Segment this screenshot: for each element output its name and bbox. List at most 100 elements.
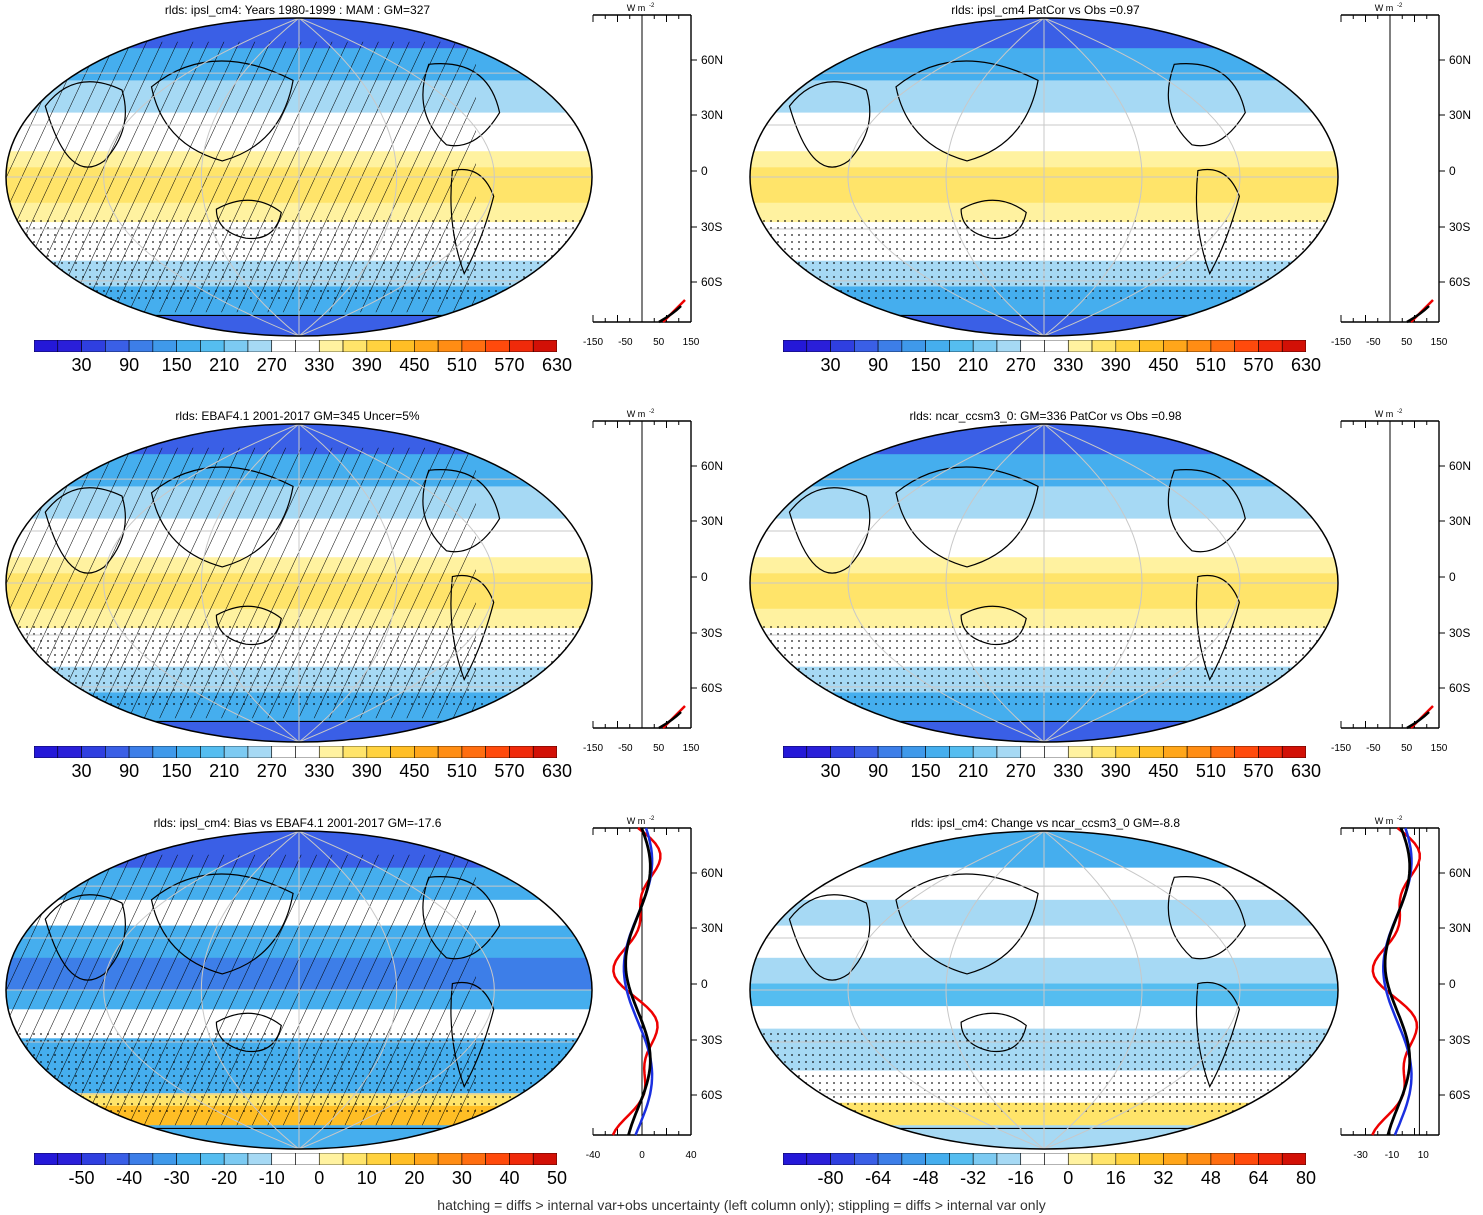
colorbar-5 (34, 1153, 557, 1165)
colorbar-tick-label: 330 (304, 761, 335, 781)
colorbar-4 (783, 746, 1306, 758)
colorbar-tick-label: 630 (541, 761, 573, 781)
zonal-x-tick-label: 50 (1401, 337, 1413, 348)
colorbar-tick-label: 270 (256, 761, 287, 781)
zonal-x-tick-label: 50 (653, 743, 665, 754)
zonal-lat-label: 30N (1449, 921, 1471, 935)
zonal-unit-label: W m (627, 409, 646, 419)
zonal-unit-superscript: -2 (1397, 3, 1403, 9)
map-panel-6 (749, 830, 1339, 1150)
zonal-lat-label: 30S (701, 1033, 722, 1047)
zonal-x-tick-label: -150 (1331, 743, 1351, 754)
zonal-x-tick-label: 150 (1431, 337, 1448, 348)
colorbar-tick-label: 630 (1290, 355, 1322, 375)
colorbar-tick-label: -50 (68, 1168, 95, 1188)
colorbar-tick-label: 32 (1153, 1168, 1174, 1188)
zonal-x-tick-label: -50 (618, 743, 633, 754)
zonal-x-tick-label: 0 (639, 1150, 645, 1161)
zonal-lat-label: 0 (701, 977, 708, 991)
zonal-lat-label: 60N (701, 53, 723, 67)
zonal-lat-label: 60N (1449, 459, 1471, 473)
zonal-x-tick-label: 150 (1431, 743, 1448, 754)
map-panel-4 (749, 423, 1339, 743)
colorbar-tick-label: 510 (446, 355, 477, 375)
colorbar-tick-label: 0 (1063, 1168, 1074, 1188)
colorbar-tick-label: 450 (1148, 355, 1179, 375)
colorbar-tick-label: 630 (541, 355, 573, 375)
colorbar-tick-label: 450 (1148, 761, 1179, 781)
zonal-x-tick-label: -50 (1366, 743, 1381, 754)
colorbar-tick-label: 90 (119, 761, 140, 781)
zonal-mean-panel-1: W m -2 60N 30N 0 30S 60S -150 -50 50 150 (583, 3, 723, 348)
zonal-lat-label: 60N (701, 459, 723, 473)
colorbar-tick-label: 48 (1200, 1168, 1221, 1188)
colorbar-tick-label: 64 (1248, 1168, 1269, 1188)
colorbar-tick-label: -30 (163, 1168, 190, 1188)
colorbar-tick-label: 40 (499, 1168, 520, 1188)
zonal-unit-superscript: -2 (649, 3, 655, 9)
colorbar-tick-label: 210 (958, 761, 989, 781)
colorbar-2 (783, 340, 1306, 352)
footnote: hatching = diffs > internal var+obs unce… (437, 1197, 1046, 1213)
colorbar-labels-6: -80 -64 -48 -32 -16 0 16 32 48 64 80 (783, 1168, 1316, 1190)
zonal-x-tick-label: 50 (1401, 743, 1413, 754)
zonal-mean-panel-4: W m -2 60N 30N 0 30S 60S -150 -50 50 150 (1331, 409, 1471, 754)
colorbar-tick-label: 150 (910, 761, 941, 781)
map-panel-2 (749, 17, 1339, 337)
colorbar-labels-3: 30 90 150 210 270 330 390 450 510 570 630 (34, 761, 573, 783)
zonal-x-tick-label: 50 (653, 337, 665, 348)
colorbar-6 (783, 1153, 1306, 1165)
colorbar-tick-label: 16 (1105, 1168, 1126, 1188)
colorbar-tick-label: 90 (868, 761, 889, 781)
colorbar-tick-label: 510 (446, 761, 477, 781)
zonal-lat-label: 30N (701, 514, 723, 528)
zonal-mean-panel-2: W m -2 60N 30N 0 30S 60S -150 -50 50 150 (1331, 3, 1471, 348)
colorbar-labels-5: -50 -40 -30 -20 -10 0 10 20 30 40 50 (34, 1168, 567, 1190)
colorbar-tick-label: -16 (1007, 1168, 1034, 1188)
zonal-lat-label: 30N (1449, 108, 1471, 122)
colorbar-3 (34, 746, 557, 758)
colorbar-tick-label: 90 (119, 355, 140, 375)
zonal-x-tick-label: -50 (618, 337, 633, 348)
colorbar-tick-label: 510 (1195, 761, 1226, 781)
colorbar-tick-label: 150 (161, 355, 192, 375)
colorbar-tick-label: 0 (314, 1168, 325, 1188)
colorbar-tick-label: 210 (209, 761, 240, 781)
colorbar-tick-label: 210 (958, 355, 989, 375)
colorbar-labels-1: 30 90 150 210 270 330 390 450 510 570 630 (34, 355, 573, 377)
zonal-unit-superscript: -2 (1397, 816, 1403, 822)
panel-title-2: rlds: ipsl_cm4 PatCor vs Obs =0.97 (951, 3, 1140, 17)
zonal-unit-superscript: -2 (649, 816, 655, 822)
zonal-unit-label: W m (1375, 409, 1394, 419)
map-panel-1 (5, 17, 593, 337)
colorbar-tick-label: 330 (1053, 355, 1084, 375)
colorbar-tick-label: 50 (546, 1168, 568, 1188)
zonal-lat-label: 60N (1449, 866, 1471, 880)
colorbar-tick-label: 30 (71, 761, 92, 781)
zonal-lat-label: 60N (1449, 53, 1471, 67)
zonal-lat-label: 60S (701, 1088, 722, 1102)
map-panel-3 (5, 423, 593, 743)
zonal-lat-label: 0 (1449, 164, 1456, 178)
colorbar-tick-label: 330 (1053, 761, 1084, 781)
colorbar-tick-label: 10 (356, 1168, 377, 1188)
zonal-x-tick-label: -150 (583, 337, 603, 348)
colorbar-tick-label: 90 (868, 355, 889, 375)
colorbar-tick-label: 150 (910, 355, 941, 375)
zonal-x-tick-label: -150 (1331, 337, 1351, 348)
zonal-lat-label: 30N (1449, 514, 1471, 528)
zonal-unit-superscript: -2 (649, 409, 655, 415)
zonal-lat-label: 30S (1449, 626, 1470, 640)
colorbar-tick-label: 30 (451, 1168, 472, 1188)
zonal-lat-label: 60S (1449, 275, 1470, 289)
zonal-x-tick-label: -30 (1353, 1150, 1368, 1161)
colorbar-tick-label: 390 (351, 761, 382, 781)
zonal-x-tick-label: -40 (586, 1150, 601, 1161)
colorbar-tick-label: 570 (1243, 761, 1274, 781)
colorbar-tick-label: 270 (1005, 761, 1036, 781)
zonal-x-tick-label: 40 (685, 1150, 697, 1161)
zonal-unit-label: W m (1375, 3, 1394, 13)
zonal-x-tick-label: 10 (1418, 1150, 1430, 1161)
zonal-lat-label: 30N (701, 108, 723, 122)
colorbar-labels-2: 30 90 150 210 270 330 390 450 510 570 630 (783, 355, 1322, 377)
